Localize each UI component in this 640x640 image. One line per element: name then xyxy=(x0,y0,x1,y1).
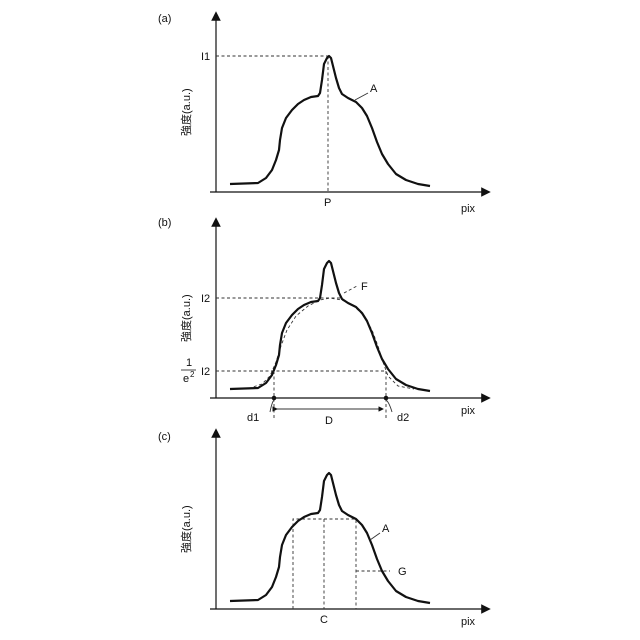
panel-b-tag: (b) xyxy=(158,217,171,229)
panel-b-fit-leader xyxy=(344,286,357,293)
panel-b-frac-numerator: 1 xyxy=(186,357,192,369)
panel-c-c-label: C xyxy=(320,614,328,626)
panel-c-curve-leader xyxy=(370,533,380,540)
panel-a-curve-leader xyxy=(355,93,368,100)
panel-b-d2-point xyxy=(384,396,389,401)
panel-b-d2-leader xyxy=(386,400,392,412)
panel-a-curve-label: A xyxy=(370,83,378,95)
panel-a-i1-label: I1 xyxy=(201,51,210,63)
panel-a-tag: (a) xyxy=(158,13,171,25)
panel-a-ylabel: 強度(a.u.) xyxy=(179,88,193,136)
panel-a-p-label: P xyxy=(324,197,331,209)
panel-b-fit-curve xyxy=(232,298,414,389)
panel-c-xlabel: pix xyxy=(461,616,476,628)
panel-b-d1-label: d1 xyxy=(247,412,259,424)
panel-b-i2-bottom-label: I2 xyxy=(201,366,210,378)
panel-b-d1-leader xyxy=(270,400,274,412)
panel-b-frac-exponent: 2 xyxy=(190,370,195,379)
panel-c-tag: (c) xyxy=(158,431,171,443)
panel-b-fit-label: F xyxy=(361,281,368,293)
panel-b-i2-top-label: I2 xyxy=(201,293,210,305)
panel-b-d2-label: d2 xyxy=(397,412,409,424)
panel-b-d1-point xyxy=(272,396,277,401)
panel-b-frac-denominator: e xyxy=(183,373,189,385)
panel-b-D-label: D xyxy=(325,415,333,427)
panel-c-curve-label: A xyxy=(382,523,390,535)
panel-a: (a) 強度(a.u.) pix I1 P A xyxy=(158,13,486,215)
panel-b-intensity-curve xyxy=(230,261,430,391)
panel-c-centroid-box xyxy=(293,519,356,609)
panel-a-xlabel: pix xyxy=(461,203,476,215)
panel-b-ylabel: 強度(a.u.) xyxy=(179,294,193,342)
panel-c-intensity-curve xyxy=(230,473,430,603)
panel-a-intensity-curve xyxy=(230,56,430,186)
panel-c-g-label: G xyxy=(398,566,407,578)
panel-b-e2-fraction: 1 e 2 xyxy=(181,357,196,385)
panel-c-ylabel: 強度(a.u.) xyxy=(179,505,193,553)
panel-c: (c) 強度(a.u.) pix A G C xyxy=(158,431,486,628)
panel-b-xlabel: pix xyxy=(461,405,476,417)
panel-b: (b) 強度(a.u.) pix I2 1 e 2 I2 F d1 D d2 xyxy=(158,217,486,427)
